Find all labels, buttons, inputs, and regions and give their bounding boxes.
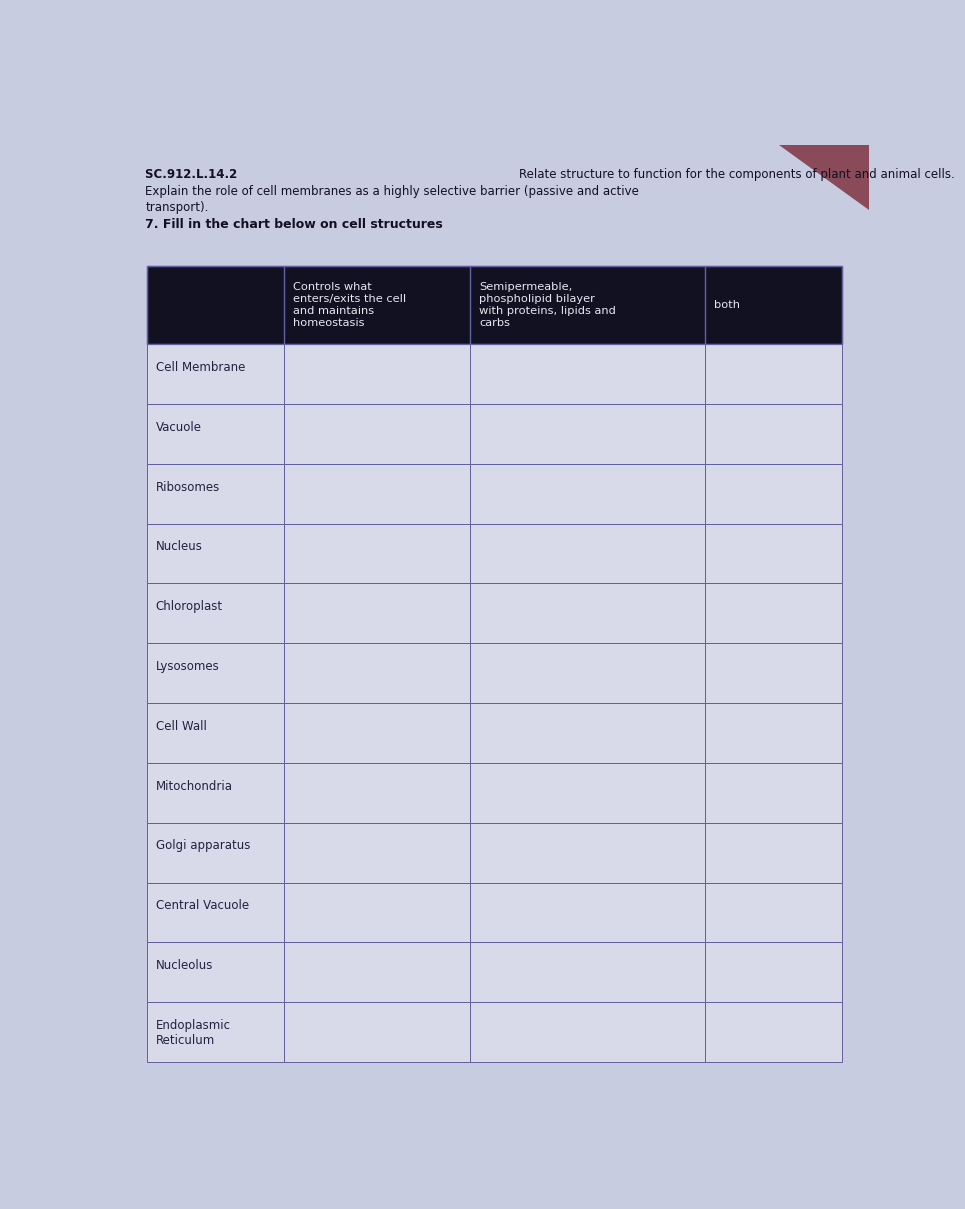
Bar (284, 883, 470, 942)
Polygon shape (779, 145, 868, 210)
Bar (284, 523, 470, 584)
Bar (470, 823, 705, 883)
Bar (147, 404, 284, 464)
Text: Vacuole: Vacuole (155, 421, 202, 434)
Bar (470, 523, 705, 584)
Text: Nucleus: Nucleus (155, 540, 203, 554)
Text: Controls what
enters/exits the cell
and maintains
homeostasis: Controls what enters/exits the cell and … (292, 282, 406, 328)
Bar (705, 464, 842, 523)
Bar (705, 823, 842, 883)
Bar (705, 404, 842, 464)
Text: Nucleolus: Nucleolus (155, 959, 213, 972)
Text: Semipermeable,
phospholipid bilayer
with proteins, lipids and
carbs: Semipermeable, phospholipid bilayer with… (480, 282, 616, 328)
Bar (284, 763, 470, 823)
Text: Mitochondria: Mitochondria (155, 780, 233, 793)
Bar (284, 1002, 470, 1062)
Text: Golgi apparatus: Golgi apparatus (155, 839, 250, 852)
Bar (705, 763, 842, 823)
Bar (705, 643, 842, 704)
Bar (470, 643, 705, 704)
Bar (470, 704, 705, 763)
Bar (284, 823, 470, 883)
Text: transport).: transport). (146, 201, 208, 214)
Bar (705, 345, 842, 404)
Bar (470, 266, 705, 345)
Bar (705, 584, 842, 643)
Bar (284, 704, 470, 763)
Bar (705, 523, 842, 584)
Bar (147, 883, 284, 942)
Bar (470, 584, 705, 643)
Bar (705, 1002, 842, 1062)
Text: Cell Wall: Cell Wall (155, 719, 207, 733)
Text: Ribosomes: Ribosomes (155, 480, 220, 493)
Bar (284, 643, 470, 704)
Bar (470, 345, 705, 404)
Text: Cell Membrane: Cell Membrane (155, 360, 245, 374)
Bar (284, 266, 470, 345)
Bar (147, 266, 842, 345)
Bar (705, 266, 842, 345)
Bar (470, 942, 705, 1002)
Bar (147, 266, 284, 345)
Bar (147, 942, 284, 1002)
Bar (705, 883, 842, 942)
Bar (147, 643, 284, 704)
Bar (705, 704, 842, 763)
Text: Explain the role of cell membranes as a highly selective barrier (passive and ac: Explain the role of cell membranes as a … (146, 185, 639, 198)
Bar (284, 464, 470, 523)
Text: Relate structure to function for the components of plant and animal cells.: Relate structure to function for the com… (519, 168, 954, 181)
Bar (284, 404, 470, 464)
Bar (470, 404, 705, 464)
Bar (147, 823, 284, 883)
Text: 7. Fill in the chart below on cell structures: 7. Fill in the chart below on cell struc… (146, 218, 443, 231)
Bar (470, 763, 705, 823)
Bar (284, 942, 470, 1002)
Bar (470, 883, 705, 942)
Bar (470, 1002, 705, 1062)
Text: Central Vacuole: Central Vacuole (155, 899, 249, 913)
Bar (705, 942, 842, 1002)
Bar (147, 523, 284, 584)
Bar (147, 704, 284, 763)
Text: Chloroplast: Chloroplast (155, 600, 223, 613)
Bar (147, 584, 284, 643)
Bar (284, 584, 470, 643)
Bar (147, 1002, 284, 1062)
Bar (147, 464, 284, 523)
Text: Endoplasmic
Reticulum: Endoplasmic Reticulum (155, 1019, 231, 1047)
Text: SC.912.L.14.2: SC.912.L.14.2 (146, 168, 241, 181)
Text: Lysosomes: Lysosomes (155, 660, 219, 673)
Bar (147, 763, 284, 823)
Bar (147, 345, 284, 404)
Bar (470, 464, 705, 523)
Text: both: both (714, 300, 740, 310)
Bar (284, 345, 470, 404)
